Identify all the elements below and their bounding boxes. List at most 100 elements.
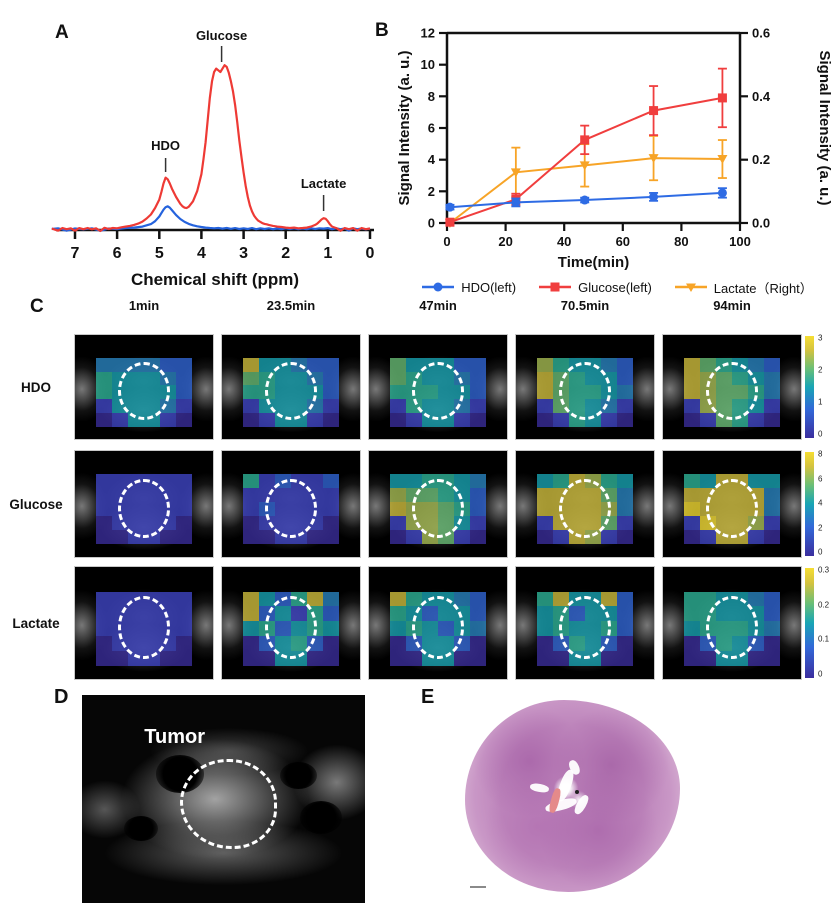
heatmap-tile: [601, 530, 618, 545]
panel-b-label: B: [375, 20, 389, 41]
heatmap-tile: [617, 474, 634, 489]
colorbar-tick-label: 3: [818, 333, 823, 343]
heatmap-tile: [683, 502, 700, 517]
heatmap-tile: [176, 606, 193, 622]
msi-cell-Lactate-47min: [368, 566, 508, 680]
msi-cell-Lactate-70.5min: [515, 566, 655, 680]
heatmap-tile: [683, 385, 700, 400]
heatmap-tile: [160, 474, 177, 489]
heatmap-tile: [552, 412, 569, 427]
heatmap-tile: [323, 488, 340, 503]
colorbar-tick-label: 0: [818, 429, 823, 439]
heatmap-tile: [470, 488, 487, 503]
heatmap-tile: [176, 385, 193, 400]
heatmap-tile: [111, 530, 128, 545]
msi-cell-Glucose-70.5min: [515, 450, 655, 558]
heatmap-tile: [176, 621, 193, 636]
heatmap-tile: [242, 606, 259, 622]
svg-text:Time(min): Time(min): [558, 254, 629, 271]
colorbar-tick-label: 6: [818, 474, 823, 483]
heatmap-tile: [764, 621, 781, 636]
heatmap-tile: [389, 530, 406, 545]
svg-text:0.2: 0.2: [752, 152, 770, 167]
tumor-roi-ellipse: [411, 362, 465, 421]
svg-text:10: 10: [421, 57, 435, 72]
svg-text:0: 0: [366, 245, 375, 262]
heatmap-tile: [617, 385, 634, 400]
heatmap-tile: [699, 474, 716, 489]
tumor-roi-ellipse: [264, 596, 318, 659]
heatmap-tile: [405, 412, 422, 427]
svg-text:4: 4: [428, 152, 436, 167]
tumor-roi-ellipse: [264, 478, 318, 538]
svg-text:100: 100: [729, 234, 751, 249]
heatmap-tile: [536, 399, 553, 413]
heatmap-tile: [176, 488, 193, 503]
heatmap-tile: [536, 516, 553, 531]
svg-text:0: 0: [428, 216, 435, 231]
tumor-roi-ellipse: [705, 362, 759, 421]
heatmap-tile: [323, 516, 340, 531]
panel-c-label: C: [30, 296, 44, 317]
heatmap-tile: [389, 474, 406, 489]
tumor-roi-ellipse: [705, 478, 759, 538]
heatmap-tile: [95, 399, 112, 413]
msi-cell-HDO-1min: [74, 334, 214, 440]
heatmap-tile: [176, 530, 193, 545]
heatmap-tile: [617, 357, 634, 372]
heatmap-tile: [470, 474, 487, 489]
heatmap-tile: [242, 385, 259, 400]
heatmap-tile: [454, 357, 471, 372]
colorbar-tick-label: 0.1: [818, 634, 830, 644]
legend-label: HDO(left): [461, 279, 517, 295]
heatmap-tile: [242, 371, 259, 386]
heatmap-tile: [748, 530, 765, 545]
svg-text:2: 2: [281, 245, 290, 262]
colorbar-tick-label: 2: [818, 523, 823, 532]
msi-cell-Lactate-1min: [74, 566, 214, 680]
heatmap-tile: [683, 399, 700, 413]
heatmap-tile: [536, 474, 553, 489]
heatmap-tile: [111, 650, 128, 666]
heatmap-tile: [470, 516, 487, 531]
legend-item-circle: HDO(left): [421, 280, 516, 295]
colorbar-tick-label: 2: [818, 365, 823, 375]
svg-text:40: 40: [557, 234, 571, 249]
heatmap-tile: [258, 591, 275, 607]
heatmap-tile: [242, 530, 259, 545]
heatmap-tile: [470, 385, 487, 400]
panel-b-signal-intensity-chart: 0 2 4 6 8 10 12 0.0 0.2 0.4 0.6 0 20 40 60 80 100 Time(mi…: [396, 26, 833, 272]
heatmap-tile: [242, 357, 259, 372]
mri-dark-region: [280, 761, 317, 789]
panel-a-nmr-spectrum: 7 6 5 4 3 2 1 0 Chemical shift (ppm) Glucose HDO La…: [51, 28, 375, 289]
heatmap-tile: [536, 530, 553, 545]
svg-text:Signal Intensity (a. u.): Signal Intensity (a. u.): [816, 50, 833, 205]
heatmap-tile: [111, 357, 128, 372]
svg-text:7: 7: [71, 245, 80, 262]
heatmap-tile: [176, 399, 193, 413]
heatmap-tile: [699, 357, 716, 372]
heatmap-tile: [242, 399, 259, 413]
heatmap-tile: [389, 591, 406, 607]
heatmap-tile: [764, 385, 781, 400]
heatmap-tile: [470, 412, 487, 427]
heatmap-tile: [617, 650, 634, 666]
svg-text:Lactate: Lactate: [301, 176, 347, 191]
heatmap-tile: [683, 606, 700, 622]
msi-cell-Glucose-1min: [74, 450, 214, 558]
row-label-HDO: HDO: [21, 379, 51, 395]
heatmap-tile: [683, 530, 700, 545]
heatmap-tile: [617, 412, 634, 427]
heatmap-tile: [764, 474, 781, 489]
colorbar-tick-label: 0.3: [818, 565, 830, 575]
heatmap-tile: [95, 591, 112, 607]
heatmap-tile: [389, 371, 406, 386]
heatmap-tile: [95, 635, 112, 651]
msi-cell-HDO-23.5min: [221, 334, 361, 440]
heatmap-tile: [536, 357, 553, 372]
heatmap-tile: [176, 371, 193, 386]
heatmap-tile: [176, 357, 193, 372]
msi-cell-Lactate-23.5min: [221, 566, 361, 680]
heatmap-tile: [258, 357, 275, 372]
heatmap-tile: [95, 530, 112, 545]
